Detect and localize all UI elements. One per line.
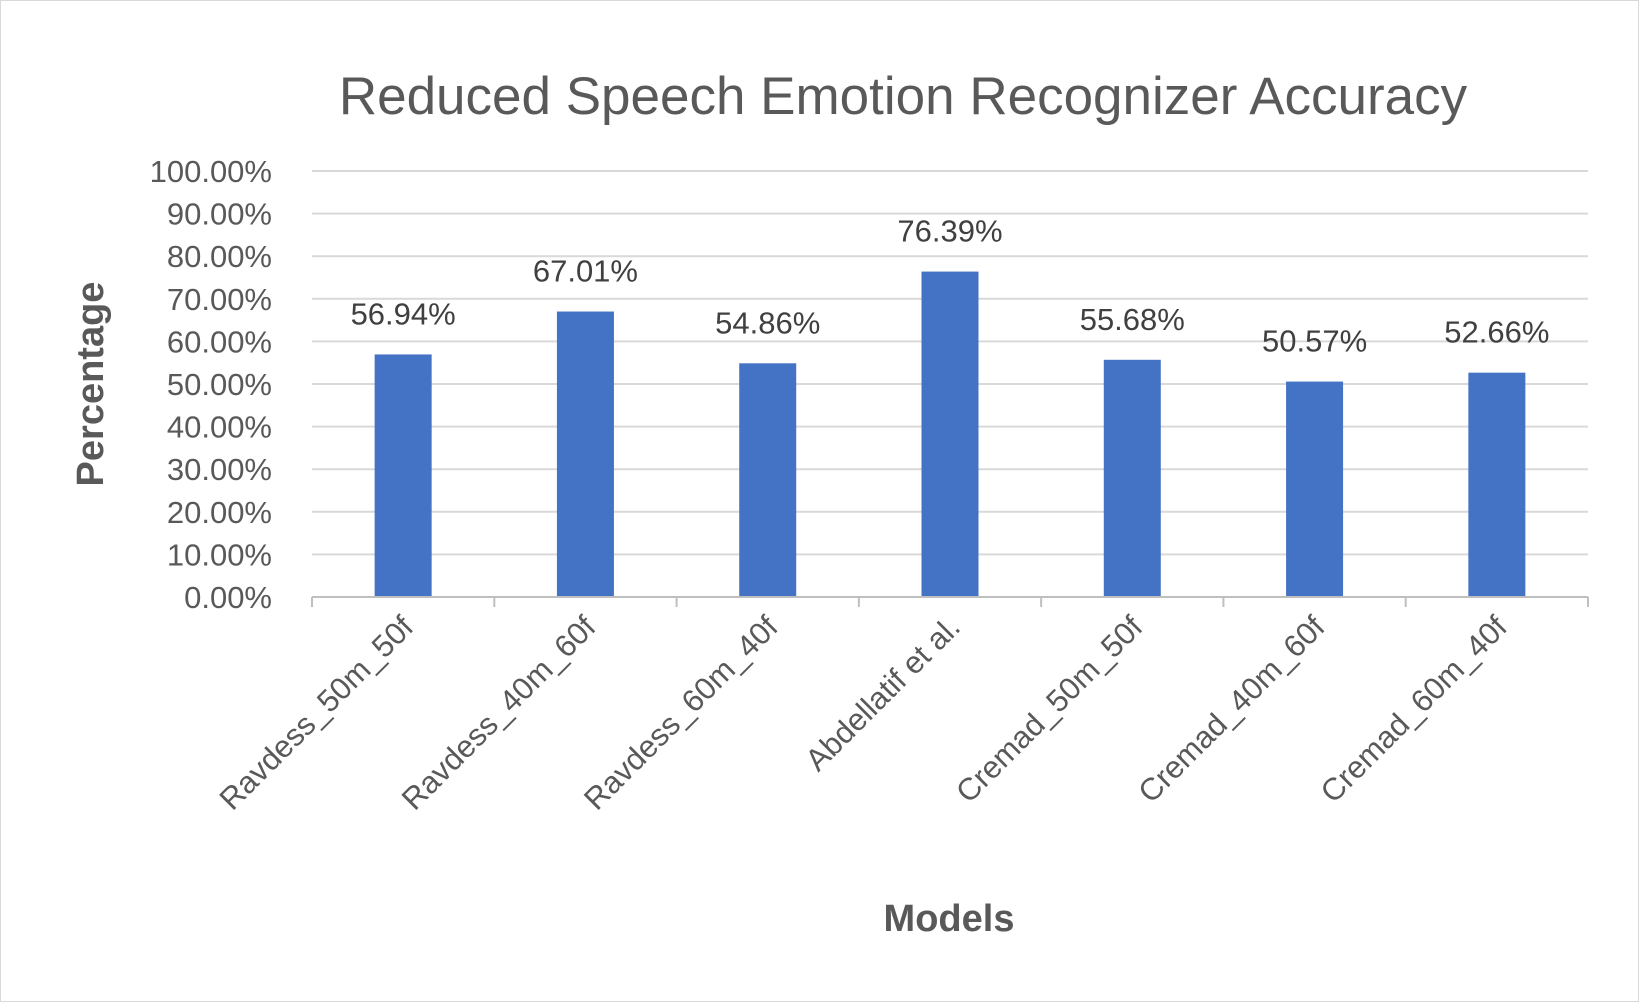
- data-label: 50.57%: [1262, 324, 1367, 359]
- bar: [374, 354, 432, 597]
- bar: [1286, 381, 1344, 597]
- x-tick-label: Abdellatif et al.: [798, 609, 967, 778]
- data-label: 67.01%: [533, 254, 638, 289]
- y-tick-label: 50.00%: [167, 367, 272, 402]
- y-tick-label: 100.00%: [150, 154, 272, 189]
- data-label: 56.94%: [351, 296, 456, 331]
- y-axis-ticks: 0.00% 10.00% 20.00% 30.00% 40.00% 50.00% 60.00…: [150, 154, 272, 615]
- data-label: 76.39%: [897, 214, 1002, 249]
- data-label: 54.86%: [715, 305, 820, 340]
- y-tick-label: 40.00%: [167, 410, 272, 445]
- y-tick-label: 20.00%: [167, 495, 272, 530]
- y-tick-label: 30.00%: [167, 452, 272, 487]
- bar: [1468, 372, 1526, 597]
- y-axis-title: Percentage: [70, 282, 112, 487]
- x-tick-label: Ravdess_40m_60f: [395, 609, 603, 817]
- bar: [1103, 359, 1161, 597]
- data-labels: 56.94% 67.01% 54.86% 76.39% 55.68% 50.57% 52.6…: [351, 214, 1550, 359]
- x-tick-label: Cremad_40m_60f: [1131, 609, 1331, 809]
- data-label: 55.68%: [1080, 302, 1185, 337]
- chart-title: Reduced Speech Emotion Recognizer Accura…: [339, 67, 1468, 126]
- y-tick-label: 70.00%: [167, 282, 272, 317]
- bar: [739, 363, 797, 597]
- x-tick-label: Ravdess_60m_40f: [577, 609, 785, 817]
- y-tick-label: 90.00%: [167, 197, 272, 232]
- bar: [556, 311, 614, 597]
- y-tick-label: 60.00%: [167, 324, 272, 359]
- y-tick-label: 0.00%: [184, 580, 272, 615]
- bars: [374, 271, 1526, 597]
- data-label: 52.66%: [1444, 315, 1549, 350]
- y-tick-label: 80.00%: [167, 239, 272, 274]
- x-axis: Ravdess_50m_50fRavdess_40m_60fRavdess_60…: [213, 596, 1589, 817]
- x-tick-label: Cremad_50m_50f: [949, 609, 1149, 809]
- y-tick-label: 10.00%: [167, 537, 272, 572]
- x-axis-title: Models: [884, 898, 1015, 940]
- x-tick-label: Cremad_60m_40f: [1314, 609, 1514, 809]
- bar: [921, 271, 979, 597]
- x-tick-label: Ravdess_50m_50f: [213, 609, 421, 817]
